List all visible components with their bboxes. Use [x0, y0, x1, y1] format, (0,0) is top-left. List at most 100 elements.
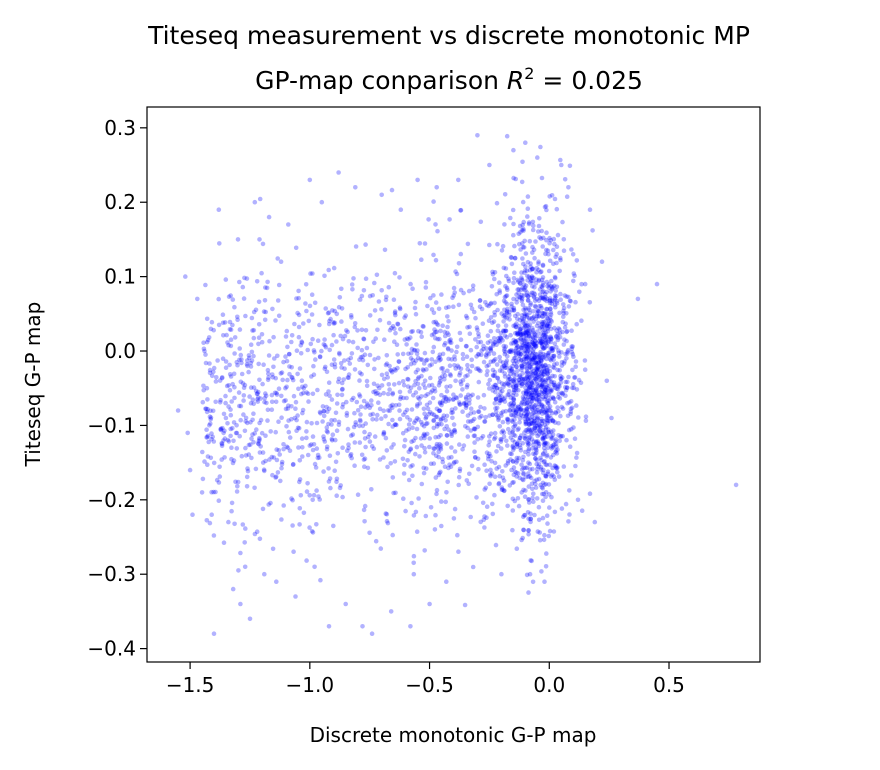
scatter-point: [297, 458, 303, 463]
scatter-point: [536, 432, 542, 437]
scatter-point: [569, 344, 574, 349]
scatter-point: [525, 346, 531, 352]
scatter-point: [542, 404, 547, 410]
scatter-point: [532, 425, 538, 431]
scatter-point: [552, 385, 558, 390]
scatter-point: [514, 292, 519, 297]
scatter-point: [522, 311, 527, 317]
scatter-point: [442, 342, 447, 348]
scatter-point: [582, 367, 588, 373]
scatter-point: [274, 579, 279, 584]
scatter-point: [543, 474, 549, 479]
scatter-point: [427, 363, 433, 368]
scatter-point: [537, 428, 542, 434]
scatter-point: [572, 375, 577, 380]
scatter-point: [437, 336, 442, 342]
scatter-point: [457, 402, 463, 407]
scatter-point: [336, 376, 342, 382]
scatter-point: [545, 386, 551, 391]
scatter-point: [450, 410, 456, 415]
scatter-point: [225, 421, 230, 426]
scatter-point: [571, 354, 576, 360]
scatter-point: [511, 307, 517, 313]
scatter-point: [548, 455, 554, 460]
scatter-point: [528, 350, 533, 355]
scatter-point: [570, 344, 575, 349]
scatter-point: [542, 482, 547, 488]
scatter-point: [550, 417, 555, 423]
scatter-point: [533, 402, 538, 408]
scatter-point: [451, 304, 456, 310]
scatter-point: [431, 331, 437, 337]
scatter-point: [214, 477, 220, 483]
scatter-point: [557, 268, 562, 274]
scatter-point: [524, 356, 529, 362]
scatter-point: [548, 416, 554, 421]
scatter-point: [363, 242, 368, 247]
scatter-point: [494, 449, 499, 454]
scatter-point: [426, 383, 432, 388]
scatter-point: [520, 256, 525, 261]
scatter-point: [431, 461, 437, 466]
scatter-point: [481, 392, 487, 398]
scatter-point: [232, 521, 237, 527]
scatter-point: [382, 337, 387, 343]
scatter-point: [530, 325, 535, 331]
scatter-point: [526, 394, 531, 400]
scatter-point: [409, 439, 414, 445]
scatter-point: [449, 454, 454, 460]
scatter-point: [317, 455, 322, 460]
scatter-point: [527, 397, 532, 402]
scatter-point: [410, 329, 416, 334]
scatter-point: [456, 549, 461, 554]
scatter-point: [357, 378, 362, 383]
scatter-point: [472, 426, 477, 431]
scatter-point: [526, 497, 532, 502]
scatter-point: [530, 495, 535, 501]
scatter-point: [519, 316, 525, 321]
scatter-point: [428, 390, 434, 395]
scatter-point: [201, 340, 206, 346]
scatter-point: [216, 498, 222, 504]
scatter-point: [443, 399, 448, 404]
scatter-point: [457, 370, 463, 376]
scatter-point: [546, 429, 551, 435]
scatter-point: [326, 380, 332, 386]
scatter-point: [531, 451, 536, 457]
scatter-point: [502, 222, 507, 227]
scatter-point: [417, 454, 422, 459]
scatter-point: [437, 358, 442, 363]
scatter-point: [268, 500, 273, 506]
scatter-point: [201, 387, 206, 393]
scatter-point: [289, 374, 295, 380]
scatter-point: [409, 346, 415, 352]
scatter-point: [217, 241, 222, 246]
scatter-point: [551, 298, 556, 304]
scatter-point: [413, 451, 418, 457]
scatter-point: [468, 419, 473, 424]
scatter-point: [526, 298, 531, 304]
scatter-point: [377, 317, 383, 323]
scatter-point: [187, 467, 193, 473]
scatter-point: [472, 449, 477, 455]
scatter-point: [389, 187, 395, 193]
scatter-point: [558, 434, 563, 439]
scatter-point: [539, 421, 545, 426]
scatter-point: [516, 351, 521, 357]
scatter-point: [521, 325, 526, 331]
scatter-point: [511, 348, 516, 354]
scatter-point: [228, 407, 233, 412]
scatter-point: [403, 366, 408, 372]
scatter-point: [467, 324, 472, 330]
scatter-point: [512, 270, 517, 276]
scatter-point: [414, 404, 420, 409]
scatter-point: [516, 377, 522, 383]
scatter-point: [413, 418, 418, 424]
scatter-point: [561, 305, 567, 311]
scatter-point: [539, 358, 544, 363]
scatter-point: [535, 415, 541, 420]
scatter-point: [512, 469, 518, 475]
scatter-point: [427, 400, 433, 405]
scatter-point: [283, 334, 289, 339]
scatter-point: [327, 393, 332, 399]
